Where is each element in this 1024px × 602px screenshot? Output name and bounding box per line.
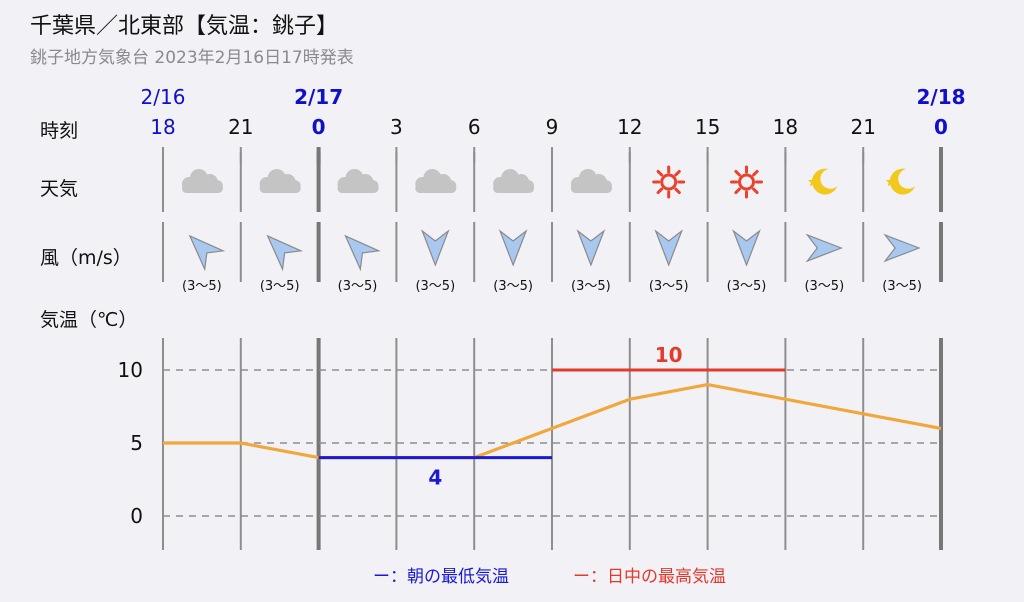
- sun-ray-3: [656, 187, 664, 195]
- time-row-label: 時刻: [40, 120, 79, 142]
- date-label-2: 2/17: [294, 85, 343, 109]
- sun-ray-5: [734, 169, 741, 177]
- wind-arrow-7: [732, 229, 761, 267]
- wind-arrow-3: [420, 229, 450, 267]
- wind-arrow-5: [576, 229, 606, 267]
- date-label-10: 2/18: [916, 85, 965, 109]
- cloud-base: [493, 184, 535, 193]
- sun-ray-1: [752, 187, 759, 195]
- cloud-icon-2: [337, 169, 379, 193]
- page-title: 千葉県／北東部【気温：銚子】: [30, 14, 339, 39]
- legend-high: ー：日中の最高気温: [573, 562, 726, 587]
- wind-speed-2: (3〜5): [338, 279, 378, 294]
- hour-label-5: 9: [546, 115, 559, 139]
- wind-speed-9: (3〜5): [882, 279, 922, 294]
- moon-star: [885, 176, 897, 187]
- sun-ray-5: [656, 169, 664, 177]
- wind-arrow-2: [344, 234, 381, 272]
- hour-label-9: 21: [850, 115, 875, 139]
- sun-core: [738, 173, 755, 191]
- temp-row-label: 気温（℃）: [40, 309, 138, 331]
- sun-icon-7: [730, 165, 763, 199]
- y-tick-label-1: 5: [130, 431, 143, 455]
- min-temp-label: 4: [428, 466, 442, 490]
- moon-star: [807, 176, 819, 187]
- wind-speed-7: (3〜5): [727, 279, 767, 294]
- wind-speed-5: (3〜5): [571, 279, 611, 294]
- hour-label-2: 0: [312, 115, 326, 139]
- legend-high-label: ー：日中の最高気温: [573, 567, 726, 587]
- page-subtitle: 銚子地方気象台 2023年2月16日17時発表: [30, 48, 354, 68]
- cloud-base: [181, 184, 223, 193]
- wind-arrow-8: [805, 233, 843, 263]
- cloud-base: [415, 184, 457, 193]
- wind-speed-4: (3〜5): [493, 279, 533, 294]
- wind-arrow-0: [188, 234, 226, 272]
- wind-arrow-1: [266, 234, 304, 272]
- weather-row-label: 天気: [40, 178, 79, 200]
- cloud-icon-4: [493, 169, 535, 193]
- cloud-icon-0: [181, 169, 223, 193]
- temperature-line: [163, 383, 942, 460]
- sun-ray-1: [674, 187, 681, 195]
- wind-speed-8: (3〜5): [804, 279, 844, 294]
- legend-low: ー：朝の最低気温: [373, 562, 509, 587]
- sun-ray-7: [752, 169, 759, 177]
- cloud-base: [570, 184, 612, 193]
- hour-label-6: 12: [617, 115, 642, 139]
- cloud-icon-5: [570, 169, 612, 193]
- moon-crescent: [812, 168, 838, 195]
- wind-arrow-6: [654, 229, 684, 267]
- cloud-icon-3: [415, 169, 457, 193]
- y-tick-label-0: 0: [130, 504, 143, 528]
- sun-ray-3: [734, 187, 741, 195]
- sun-core: [660, 173, 678, 191]
- moon-icon-8: [807, 168, 838, 195]
- hour-label-10: 0: [934, 115, 948, 139]
- hour-label-7: 15: [695, 115, 720, 139]
- hour-label-1: 21: [228, 115, 253, 139]
- wind-arrow-4: [498, 229, 528, 267]
- wind-arrow-9: [883, 233, 921, 263]
- sun-icon-6: [652, 165, 686, 199]
- moon-icon-9: [885, 168, 916, 195]
- wind-speed-1: (3〜5): [260, 279, 300, 294]
- wind-speed-3: (3〜5): [415, 279, 455, 294]
- hour-label-4: 6: [468, 115, 481, 139]
- wind-speed-0: (3〜5): [182, 279, 222, 294]
- max-temp-label: 10: [655, 343, 683, 367]
- legend-low-label: ー：朝の最低気温: [373, 567, 509, 587]
- cloud-base: [259, 184, 301, 193]
- date-label-0: 2/16: [141, 85, 186, 109]
- wind-speed-6: (3〜5): [649, 279, 689, 294]
- hour-label-0: 18: [150, 115, 175, 139]
- hour-label-8: 18: [773, 115, 798, 139]
- sun-ray-7: [674, 169, 681, 177]
- wind-row-label: 風（m/s）: [40, 247, 132, 269]
- moon-crescent: [889, 168, 916, 195]
- y-tick-label-2: 10: [118, 358, 143, 382]
- hour-label-3: 3: [390, 115, 403, 139]
- cloud-base: [337, 184, 379, 193]
- cloud-icon-1: [259, 169, 301, 193]
